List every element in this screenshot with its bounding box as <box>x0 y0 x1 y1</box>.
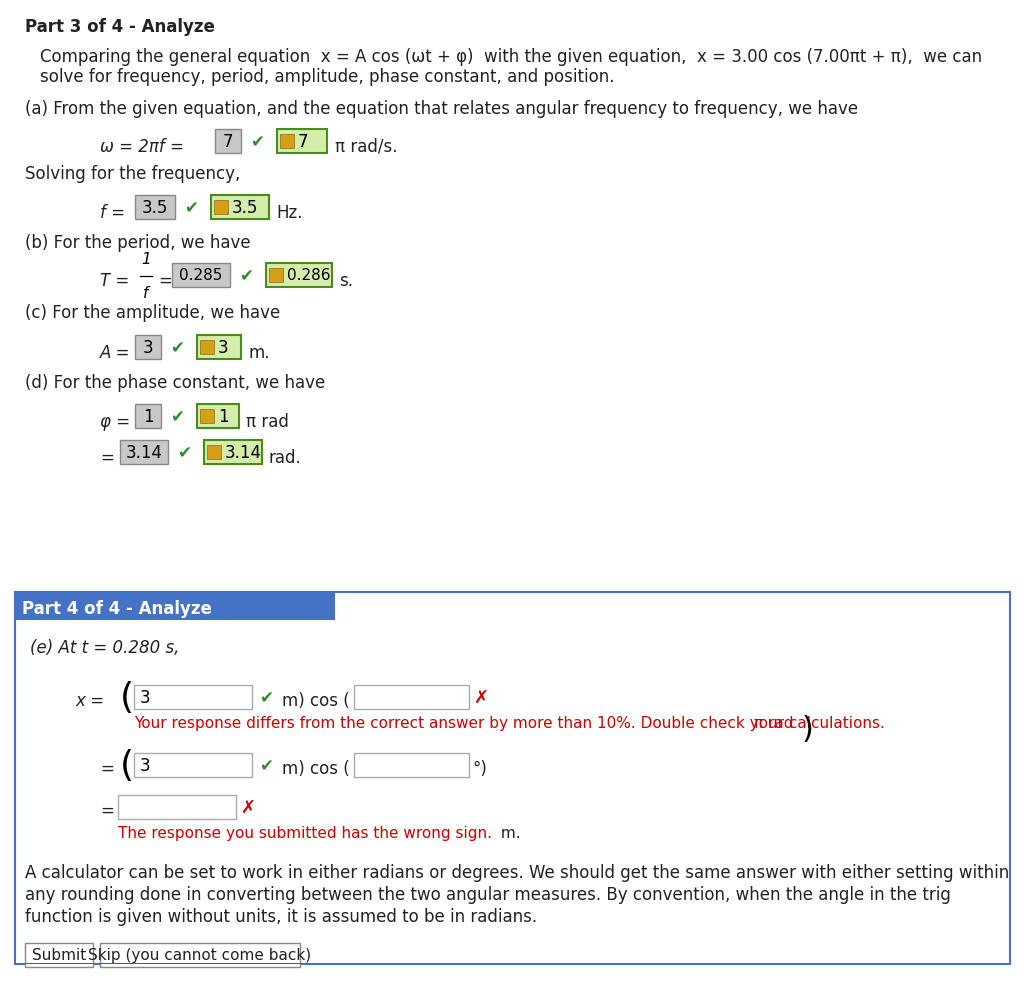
Text: Part 3 of 4 - Analyze: Part 3 of 4 - Analyze <box>25 18 215 35</box>
Text: ✔: ✔ <box>170 338 184 357</box>
Text: 3.14: 3.14 <box>225 444 262 461</box>
FancyBboxPatch shape <box>135 335 161 360</box>
FancyBboxPatch shape <box>266 263 332 288</box>
Text: solve for frequency, period, amplitude, phase constant, and position.: solve for frequency, period, amplitude, … <box>40 68 614 86</box>
Text: π rad/s.: π rad/s. <box>335 138 397 156</box>
Text: (a) From the given equation, and the equation that relates angular frequency to : (a) From the given equation, and the equ… <box>25 100 858 118</box>
FancyBboxPatch shape <box>134 753 252 777</box>
FancyBboxPatch shape <box>211 196 269 220</box>
FancyBboxPatch shape <box>25 943 93 967</box>
Text: ✔: ✔ <box>239 267 253 285</box>
FancyBboxPatch shape <box>120 441 168 464</box>
FancyBboxPatch shape <box>134 685 252 709</box>
FancyBboxPatch shape <box>269 269 283 283</box>
Text: ): ) <box>802 715 814 743</box>
Text: 3.5: 3.5 <box>232 199 258 217</box>
FancyBboxPatch shape <box>354 753 469 777</box>
Text: Comparing the general equation  x = A cos (ωt + φ)  with the given equation,  x : Comparing the general equation x = A cos… <box>40 48 982 66</box>
FancyBboxPatch shape <box>200 409 214 424</box>
Text: m) cos (: m) cos ( <box>282 759 349 777</box>
Text: m) cos (: m) cos ( <box>282 691 349 709</box>
Text: (c) For the amplitude, we have: (c) For the amplitude, we have <box>25 304 281 321</box>
FancyBboxPatch shape <box>15 593 1010 964</box>
Text: (e) At t = 0.280 s,: (e) At t = 0.280 s, <box>30 638 179 657</box>
Text: The response you submitted has the wrong sign.: The response you submitted has the wrong… <box>118 825 492 840</box>
Text: A =: A = <box>100 344 130 362</box>
Text: any rounding done in converting between the two angular measures. By convention,: any rounding done in converting between … <box>25 885 951 903</box>
Text: Solving for the frequency,: Solving for the frequency, <box>25 165 241 182</box>
Text: π rad: π rad <box>754 715 794 731</box>
Text: π rad: π rad <box>246 412 289 431</box>
Text: T =: T = <box>100 272 129 290</box>
Text: ✔: ✔ <box>259 688 273 706</box>
Text: ✔: ✔ <box>170 407 184 426</box>
Text: =: = <box>158 272 172 290</box>
Text: ✗: ✗ <box>473 688 488 706</box>
FancyBboxPatch shape <box>280 135 294 149</box>
FancyBboxPatch shape <box>207 446 221 459</box>
Text: rad.: rad. <box>269 449 302 466</box>
Text: Skip (you cannot come back): Skip (you cannot come back) <box>88 947 311 962</box>
Text: 1: 1 <box>142 407 154 426</box>
Text: 3: 3 <box>142 338 154 357</box>
Text: 0.285: 0.285 <box>179 268 222 283</box>
FancyBboxPatch shape <box>100 943 300 967</box>
Text: φ =: φ = <box>100 412 130 431</box>
FancyBboxPatch shape <box>15 593 335 620</box>
FancyBboxPatch shape <box>214 201 228 215</box>
FancyBboxPatch shape <box>354 685 469 709</box>
FancyBboxPatch shape <box>172 263 230 288</box>
Text: 3: 3 <box>140 756 151 774</box>
Text: ω = 2πf =: ω = 2πf = <box>100 138 184 156</box>
Text: 3: 3 <box>140 688 151 706</box>
FancyBboxPatch shape <box>197 335 241 360</box>
FancyBboxPatch shape <box>204 441 262 464</box>
Text: function is given without units, it is assumed to be in radians.: function is given without units, it is a… <box>25 907 538 925</box>
Text: 0.286: 0.286 <box>287 268 331 283</box>
Text: Your response differs from the correct answer by more than 10%. Double check you: Your response differs from the correct a… <box>134 715 885 731</box>
Text: °): °) <box>472 759 486 777</box>
Text: m.: m. <box>248 344 269 362</box>
FancyBboxPatch shape <box>197 404 239 429</box>
FancyBboxPatch shape <box>118 795 236 819</box>
FancyBboxPatch shape <box>200 340 214 355</box>
Text: ✔: ✔ <box>184 199 198 217</box>
Text: Hz.: Hz. <box>276 204 302 222</box>
FancyBboxPatch shape <box>215 130 241 154</box>
Text: =: = <box>100 449 114 466</box>
Text: f =: f = <box>100 204 125 222</box>
FancyBboxPatch shape <box>135 404 161 429</box>
Text: Submit: Submit <box>32 947 86 962</box>
Text: (b) For the period, we have: (b) For the period, we have <box>25 234 251 251</box>
Text: 7: 7 <box>298 133 308 151</box>
Text: (: ( <box>120 748 134 782</box>
Text: m.: m. <box>496 825 520 840</box>
Text: 3.14: 3.14 <box>126 444 163 461</box>
Text: =: = <box>100 759 114 777</box>
Text: s.: s. <box>339 272 353 290</box>
Text: A calculator can be set to work in either radians or degrees. We should get the : A calculator can be set to work in eithe… <box>25 863 1010 881</box>
Text: f: f <box>143 286 148 301</box>
Text: 3.5: 3.5 <box>141 199 168 217</box>
Text: 1: 1 <box>141 251 151 267</box>
FancyBboxPatch shape <box>278 130 327 154</box>
Text: =: = <box>100 802 114 819</box>
Text: (d) For the phase constant, we have: (d) For the phase constant, we have <box>25 374 326 391</box>
Text: (: ( <box>120 680 134 714</box>
Text: Part 4 of 4 - Analyze: Part 4 of 4 - Analyze <box>22 599 212 617</box>
Text: ✗: ✗ <box>241 799 256 816</box>
Text: ✔: ✔ <box>250 133 264 151</box>
Text: 7: 7 <box>223 133 233 151</box>
Text: 3: 3 <box>218 338 228 357</box>
Text: 1: 1 <box>218 407 228 426</box>
Text: ✔: ✔ <box>177 444 190 461</box>
FancyBboxPatch shape <box>135 196 175 220</box>
Text: x =: x = <box>75 691 104 709</box>
Text: ✔: ✔ <box>259 756 273 774</box>
